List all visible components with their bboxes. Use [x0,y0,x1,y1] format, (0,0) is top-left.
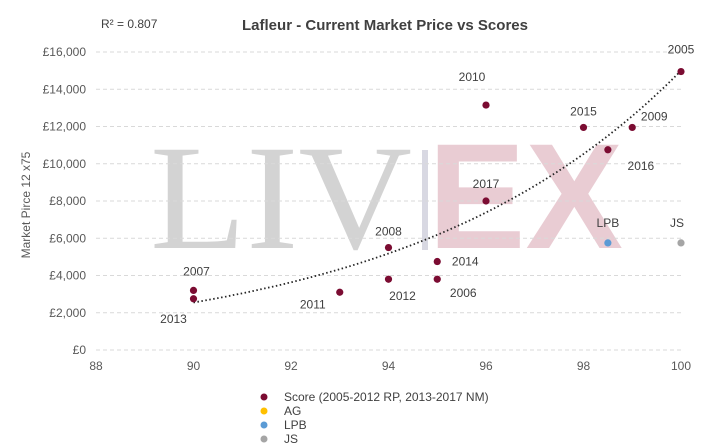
legend-marker [260,393,268,401]
y-tick-label: £2,000 [49,306,86,320]
y-tick-label: £8,000 [49,194,86,208]
data-point-2013 [189,295,198,303]
point-label-2012: 2012 [389,289,416,303]
y-tick-label: £0 [73,343,87,357]
r-squared-annotation: R² = 0.807 [101,17,158,31]
point-label-js: JS [670,216,684,230]
data-point-2015 [579,123,588,132]
point-label-2005: 2005 [668,43,695,57]
legend-label: LPB [284,418,307,432]
point-label-2017: 2017 [473,177,500,191]
point-labels: 2005 2010 2015 2009 2016 2017 2008 2014 2006 2012… [160,43,695,326]
x-tick-label: 96 [479,359,493,373]
data-point-2005 [677,67,685,76]
y-tick-label: £6,000 [49,231,86,245]
x-tick-label: 88 [89,359,103,373]
point-label-2016: 2016 [628,159,655,173]
point-label-2013: 2013 [160,312,187,326]
watermark-divider [422,150,428,250]
data-point-2007 [189,286,198,294]
legend: Score (2005-2012 RP, 2013-2017 NM)AGLPBJ… [260,390,489,446]
data-point-2009 [628,123,636,132]
y-axis-label: Market Pirce 12 x75 [19,151,33,258]
point-label-2014: 2014 [452,255,479,269]
data-point-2017 [482,197,490,205]
point-label-2009: 2009 [641,109,668,123]
point-label-2011: 2011 [300,297,326,311]
chart-title: Lafleur - Current Market Price vs Scores [242,17,528,34]
point-label-2006: 2006 [450,286,477,300]
watermark: LIV EX [150,112,623,281]
x-tick-label: 90 [187,359,201,373]
data-points [189,67,685,303]
data-point-2014 [433,257,441,266]
x-tick-label: 100 [671,359,691,373]
point-label-2010: 2010 [459,70,486,84]
y-tick-label: £14,000 [43,82,87,96]
data-point-lpb [604,239,612,247]
y-tick-label: £4,000 [49,269,86,283]
x-tick-label: 98 [577,359,591,373]
y-tick-label: £10,000 [43,157,87,171]
point-label-lpb: LPB [597,216,620,230]
legend-marker [260,421,268,429]
data-point-2016 [604,146,612,154]
legend-label: Score (2005-2012 RP, 2013-2017 NM) [284,390,489,404]
x-tick-label: 92 [284,359,298,373]
legend-marker [260,407,268,415]
watermark-liv: LIV [150,115,412,281]
data-point-js [677,239,685,247]
data-point-2012 [384,275,393,283]
x-axis: 88 90 92 94 96 98 100 [89,359,691,373]
legend-marker [260,435,268,443]
point-label-2007: 2007 [183,264,210,278]
data-point-2006 [433,275,441,283]
data-point-2010 [482,101,490,109]
y-tick-label: £16,000 [43,45,87,59]
y-axis: £0 £2,000 £4,000 £6,000 £8,000 £10,000 £12,000… [43,45,87,357]
point-label-2008: 2008 [375,225,402,239]
data-point-2011 [336,288,344,296]
trendline [193,69,682,304]
x-tick-label: 94 [382,359,396,373]
legend-label: JS [284,432,298,446]
y-tick-label: £12,000 [43,120,87,134]
point-label-2015: 2015 [570,104,597,118]
watermark-ex: EX [428,112,623,280]
data-point-2008 [384,243,393,252]
legend-label: AG [284,404,301,418]
